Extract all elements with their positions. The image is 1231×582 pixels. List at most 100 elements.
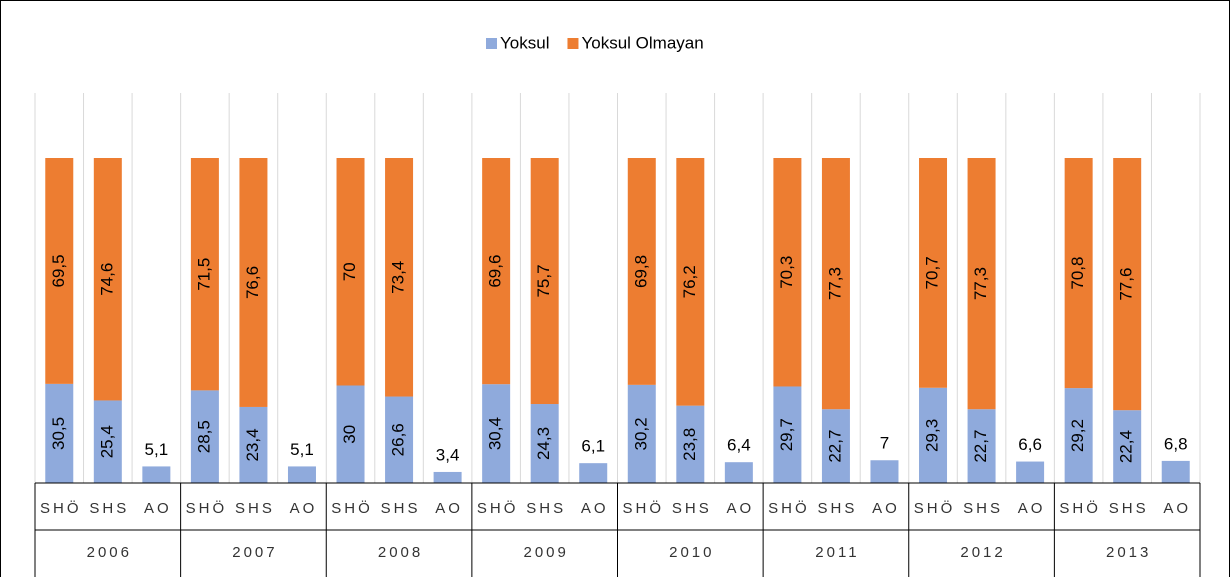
data-label: 6,8	[1164, 434, 1188, 453]
x-tick-label: AO	[435, 500, 463, 517]
bar-segment	[919, 387, 948, 483]
data-label: 6,4	[727, 436, 751, 455]
data-label: 5,1	[145, 440, 169, 459]
x-tick-label: SHÖ	[186, 499, 228, 517]
legend-swatch	[567, 38, 579, 49]
bar-segment	[530, 158, 559, 405]
x-tick-label: AO	[1018, 500, 1046, 517]
bar-segment	[93, 158, 122, 401]
group-label: 2012	[960, 544, 1005, 561]
bar-segment	[627, 158, 656, 385]
data-label: 25,4	[97, 425, 116, 458]
bar-segment	[967, 409, 996, 483]
data-label: 30,5	[49, 417, 68, 450]
bar-segment	[870, 460, 899, 483]
x-tick-label: AO	[727, 500, 755, 517]
group-label: 2013	[1106, 544, 1151, 561]
data-label: 5,1	[290, 440, 314, 459]
x-tick-label: SHÖ	[914, 499, 956, 517]
group-label: 2010	[669, 544, 714, 561]
bar-segment	[287, 466, 316, 483]
bar-segment	[239, 158, 268, 407]
bar-segment	[1064, 158, 1093, 389]
data-label: 22,7	[825, 430, 844, 463]
bar-segment	[676, 405, 705, 483]
bar-segment	[482, 384, 511, 483]
legend-label: Yoksul	[500, 33, 549, 52]
x-tick-label: SHÖ	[623, 499, 665, 517]
bar-segment	[45, 158, 74, 384]
data-label: 70,3	[777, 256, 796, 289]
bar-segment	[433, 471, 462, 483]
data-label: 29,7	[777, 418, 796, 451]
data-label: 28,5	[194, 420, 213, 453]
data-label: 23,8	[680, 428, 699, 461]
data-label: 6,6	[1018, 435, 1042, 454]
data-label: 22,7	[971, 430, 990, 463]
data-label: 70	[340, 262, 359, 281]
legend-label: Yoksul Olmayan	[581, 33, 703, 52]
x-tick-label: SHS	[526, 500, 566, 517]
data-label: 23,4	[243, 428, 262, 461]
bar-segment	[821, 409, 850, 483]
data-label: 76,2	[680, 265, 699, 298]
bar-segment	[45, 383, 74, 483]
x-tick-label: SHÖ	[331, 499, 373, 517]
data-label: 26,6	[389, 423, 408, 456]
data-label: 30,4	[486, 417, 505, 450]
data-label: 22,4	[1117, 430, 1136, 463]
data-label: 73,4	[389, 261, 408, 294]
group-label: 2009	[524, 544, 569, 561]
x-tick-label: SHS	[818, 500, 858, 517]
data-label: 70,8	[1068, 257, 1087, 290]
data-label: 7	[880, 434, 889, 453]
bar-segment	[530, 404, 559, 483]
bar-segment	[773, 158, 802, 387]
x-tick-label: SHS	[89, 500, 129, 517]
bar-segment	[773, 386, 802, 483]
x-tick-label: AO	[581, 500, 609, 517]
x-tick-label: SHS	[235, 500, 275, 517]
data-label: 30,2	[631, 417, 650, 450]
x-tick-label: AO	[872, 500, 900, 517]
data-label: 76,6	[243, 266, 262, 299]
x-tick-label: SHÖ	[40, 499, 82, 517]
x-tick-label: SHS	[672, 500, 712, 517]
bar-segment	[336, 385, 365, 483]
data-label: 69,6	[486, 255, 505, 288]
data-label: 77,6	[1117, 268, 1136, 301]
data-label: 29,3	[923, 419, 942, 452]
bar-segment	[385, 396, 414, 483]
x-tick-label: AO	[290, 500, 318, 517]
data-label: 75,7	[534, 264, 553, 297]
data-label: 71,5	[194, 258, 213, 291]
data-label: 30	[340, 425, 359, 444]
bar-segment	[1113, 410, 1142, 483]
x-tick-label: SHS	[1109, 500, 1149, 517]
data-label: 29,2	[1068, 419, 1087, 452]
bar-segment	[190, 158, 219, 391]
group-label: 2007	[232, 544, 277, 561]
bar-segment	[93, 400, 122, 483]
x-tick-label: SHÖ	[768, 499, 810, 517]
data-label: 77,3	[825, 267, 844, 300]
bar-segment	[336, 158, 365, 386]
bar-segment	[1161, 460, 1190, 483]
data-label: 3,4	[436, 445, 460, 464]
bar-segment	[1064, 388, 1093, 483]
bar-segment	[1016, 461, 1045, 483]
group-label: 2008	[378, 544, 423, 561]
data-label: 70,7	[923, 256, 942, 289]
x-tick-label: AO	[144, 500, 172, 517]
x-tick-label: SHÖ	[477, 499, 519, 517]
data-label: 74,6	[97, 263, 116, 296]
bar-segment	[627, 384, 656, 483]
bar-segment	[142, 466, 171, 483]
group-label: 2006	[87, 544, 132, 561]
x-tick-label: SHS	[963, 500, 1003, 517]
bar-segment	[967, 158, 996, 410]
bar-segment	[239, 406, 268, 483]
bar-segment	[821, 158, 850, 410]
